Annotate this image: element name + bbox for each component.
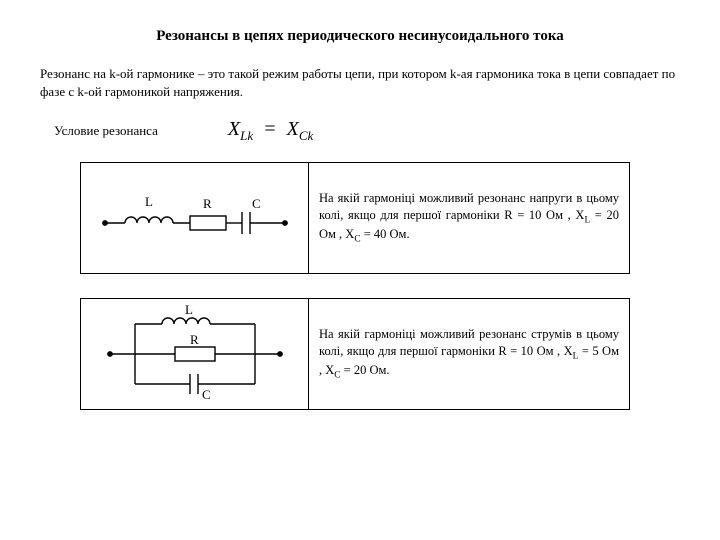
series-text-cell: На якій гармоніці можливий резонанс напр… bbox=[309, 163, 630, 274]
label-R: R bbox=[203, 196, 212, 211]
resonance-formula: XLk = XCk bbox=[228, 118, 313, 144]
parallel-text-cell: На якій гармоніці можливий резонанс стру… bbox=[309, 299, 630, 410]
label-L: L bbox=[145, 194, 153, 209]
series-circuit-cell: L R C bbox=[81, 163, 309, 274]
label-R2: R bbox=[190, 332, 199, 347]
parallel-circuit-cell: L R C bbox=[81, 299, 309, 410]
label-C2: C bbox=[202, 387, 211, 402]
page-title: Резонансы в цепях периодического несинус… bbox=[40, 28, 680, 45]
intro-paragraph: Резонанс на k-ой гармонике – это такой р… bbox=[40, 65, 680, 100]
series-circuit-svg: L R C bbox=[90, 178, 300, 258]
condition-row: Условие резонанса XLk = XCk bbox=[40, 118, 680, 144]
parallel-circuit-svg: L R C bbox=[90, 304, 300, 404]
label-C: C bbox=[252, 196, 261, 211]
block-parallel-resonance: L R C На якій гармоніці можливий резонан… bbox=[80, 298, 630, 410]
block-series-resonance: L R C На якій гармоніці можливий резонан… bbox=[80, 162, 630, 274]
label-L2: L bbox=[185, 304, 193, 317]
condition-label: Условие резонанса bbox=[54, 123, 158, 139]
